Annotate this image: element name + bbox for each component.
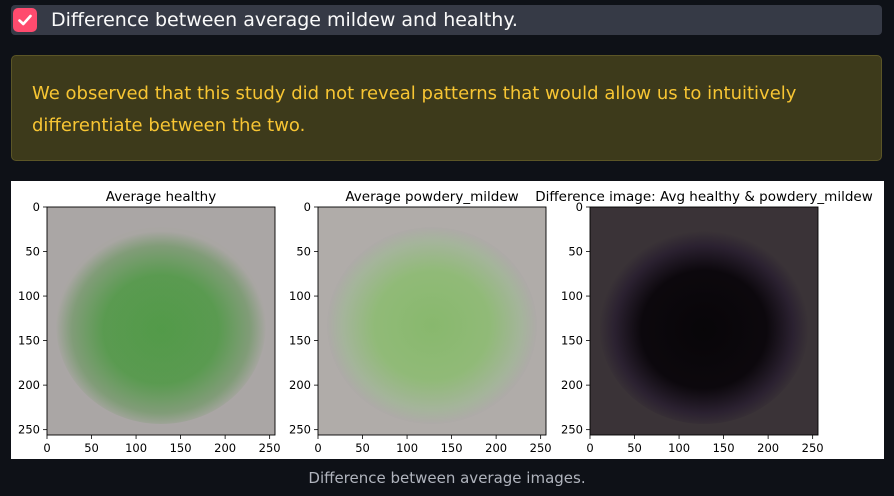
y-tick-label: 150 — [561, 334, 583, 348]
leaf-shape-mildew — [327, 227, 537, 425]
panel-difference: Difference image: Avg healthy & powdery_… — [535, 189, 873, 455]
y-tick-label: 250 — [289, 423, 311, 437]
panel-title: Average healthy — [106, 189, 216, 205]
y-tick-label: 150 — [289, 334, 311, 348]
x-tick-label: 100 — [668, 441, 690, 455]
x-tick-label: 200 — [757, 441, 779, 455]
y-tick-label: 100 — [289, 289, 311, 303]
x-tick-label: 100 — [396, 441, 418, 455]
y-tick-label: 250 — [18, 423, 40, 437]
leaf-shape-difference — [599, 227, 809, 425]
x-tick-label: 250 — [530, 441, 552, 455]
x-tick-label: 200 — [485, 441, 507, 455]
y-tick-label: 100 — [561, 289, 583, 303]
y-tick-label: 150 — [18, 334, 40, 348]
y-tick-label: 100 — [18, 289, 40, 303]
x-tick-label: 50 — [627, 441, 642, 455]
show-difference-checkbox-row[interactable]: Difference between average mildew and he… — [11, 5, 882, 35]
leaf-shape-healthy — [56, 227, 266, 425]
y-tick-label: 50 — [25, 245, 40, 259]
y-tick-label: 50 — [296, 245, 311, 259]
check-icon — [18, 14, 32, 26]
figure-caption: Difference between average images. — [308, 469, 586, 487]
x-tick-label: 250 — [259, 441, 281, 455]
x-tick-label: 0 — [43, 441, 50, 455]
x-tick-label: 150 — [441, 441, 463, 455]
y-tick-label: 0 — [576, 200, 583, 214]
panel-title: Average powdery_mildew — [345, 189, 518, 205]
panel-title: Difference image: Avg healthy & powdery_… — [535, 189, 873, 205]
warning-alert: We observed that this study did not reve… — [11, 55, 882, 161]
checkbox-label: Difference between average mildew and he… — [51, 9, 518, 31]
y-tick-label: 200 — [561, 378, 583, 392]
axes-frame — [589, 206, 819, 436]
show-difference-checkbox[interactable] — [13, 8, 37, 32]
x-tick-label: 100 — [125, 441, 147, 455]
y-tick-label: 0 — [33, 200, 40, 214]
x-tick-label: 0 — [314, 441, 321, 455]
y-tick-label: 50 — [568, 245, 583, 259]
axes-frame — [46, 206, 276, 436]
x-tick-label: 50 — [355, 441, 370, 455]
y-tick-label: 250 — [561, 423, 583, 437]
axes-frame — [317, 206, 547, 436]
x-tick-label: 0 — [586, 441, 593, 455]
x-tick-label: 200 — [214, 441, 236, 455]
alert-text: We observed that this study did not reve… — [32, 83, 797, 136]
y-tick-label: 200 — [289, 378, 311, 392]
y-tick-label: 0 — [304, 200, 311, 214]
y-tick-label: 200 — [18, 378, 40, 392]
average-images-figure: Average healthy 0 50 100 150 200 250 0 50 100 150 2… — [11, 181, 884, 459]
x-tick-label: 50 — [84, 441, 99, 455]
x-tick-label: 150 — [713, 441, 735, 455]
x-tick-label: 250 — [802, 441, 824, 455]
x-tick-label: 150 — [170, 441, 192, 455]
